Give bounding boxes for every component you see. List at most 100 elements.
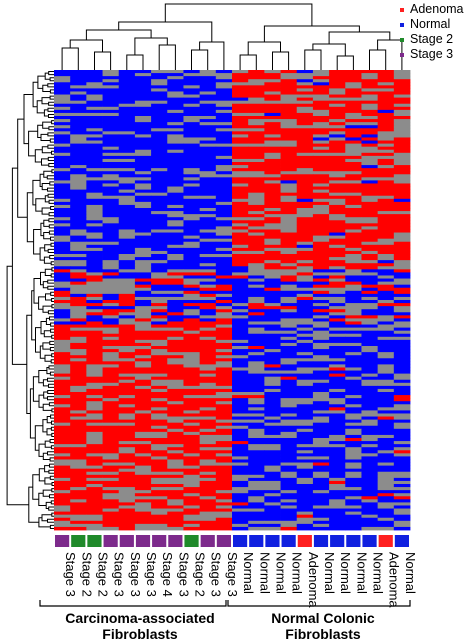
heatmap-cell (264, 382, 281, 387)
heatmap-cell (167, 385, 184, 390)
heatmap-cell (134, 106, 152, 111)
heatmap-cell (102, 223, 120, 227)
heatmap-cell (183, 284, 201, 289)
heatmap-cell (232, 306, 249, 310)
heatmap-cell (361, 352, 379, 356)
dendrogram-branch (48, 126, 54, 131)
heatmap-cell (361, 97, 379, 102)
heatmap-cell (312, 459, 330, 463)
heatmap-cell (54, 367, 71, 371)
heatmap-cell (312, 496, 330, 500)
heatmap-cell (118, 177, 136, 181)
heatmap-cell (345, 260, 362, 264)
heatmap-cell (232, 192, 249, 197)
heatmap-cell (345, 487, 362, 491)
heatmap-cell (393, 508, 411, 512)
heatmap-cell (215, 247, 233, 252)
heatmap-cell (134, 232, 152, 236)
heatmap-cell (86, 137, 103, 141)
heatmap-cell (215, 318, 233, 322)
heatmap-cell (102, 419, 120, 424)
heatmap-cell (70, 376, 87, 381)
heatmap-cell (393, 425, 411, 430)
heatmap-cell (248, 367, 265, 371)
heatmap-cell (345, 106, 362, 111)
heatmap-cell (232, 183, 249, 187)
heatmap-cell (134, 79, 152, 83)
heatmap-cell (232, 422, 249, 427)
heatmap-cell (86, 333, 103, 338)
heatmap-cell (296, 82, 314, 86)
heatmap-cell (70, 398, 87, 402)
heatmap-cell (183, 201, 201, 206)
heatmap-cell (102, 428, 120, 433)
heatmap-cell (118, 382, 136, 387)
heatmap-cell (54, 226, 71, 230)
heatmap-cell (232, 112, 249, 117)
heatmap-cell (70, 275, 87, 279)
heatmap-cell (183, 416, 201, 420)
heatmap-cell (264, 287, 281, 292)
heatmap-cell (377, 223, 395, 227)
heatmap-cell (118, 422, 136, 427)
heatmap-cell (102, 477, 120, 482)
heatmap-cell (215, 168, 233, 172)
heatmap-cell (377, 260, 395, 264)
heatmap-cell (70, 333, 87, 338)
heatmap-cell (312, 211, 330, 215)
heatmap-cell (312, 401, 330, 405)
heatmap-cell (215, 474, 233, 479)
heatmap-cell (296, 523, 314, 528)
heatmap-cell (102, 266, 120, 270)
heatmap-cell (86, 293, 103, 298)
heatmap-cell (393, 198, 411, 203)
heatmap-cell (361, 474, 379, 479)
heatmap-cell (232, 79, 249, 83)
heatmap-cell (280, 88, 298, 92)
heatmap-cell (183, 428, 201, 433)
heatmap-cell (118, 189, 136, 194)
heatmap-cell (199, 73, 217, 77)
heatmap-cell (167, 137, 184, 141)
heatmap-cell (264, 309, 281, 313)
heatmap-cell (215, 425, 233, 430)
heatmap-cell (248, 493, 265, 497)
heatmap-cell (134, 428, 152, 433)
heatmap-cell (167, 272, 184, 276)
heatmap-cell (102, 471, 120, 476)
heatmap-cell (183, 523, 201, 528)
heatmap-cell (151, 201, 168, 206)
heatmap-cell (102, 186, 120, 190)
heatmap-cell (215, 290, 233, 295)
heatmap-cell (248, 171, 265, 175)
heatmap-cell (183, 125, 201, 129)
dendrogram-branch (164, 3, 313, 26)
heatmap-cell (102, 85, 120, 89)
heatmap-cell (151, 367, 168, 371)
heatmap-cell (118, 226, 136, 230)
heatmap-cell (167, 465, 184, 470)
heatmap-cell (393, 229, 411, 233)
heatmap-cell (361, 517, 379, 522)
heatmap-cell (134, 318, 152, 322)
heatmap-cell (54, 388, 71, 393)
heatmap-cell (167, 106, 184, 111)
heatmap-cell (296, 214, 314, 218)
heatmap-cell (54, 122, 71, 126)
heatmap-cell (393, 293, 411, 298)
heatmap-cell (215, 465, 233, 470)
heatmap-cell (393, 502, 411, 506)
heatmap-cell (361, 508, 379, 512)
heatmap-cell (151, 149, 168, 154)
heatmap-cell (377, 496, 395, 500)
heatmap-cell (199, 333, 217, 338)
heatmap-cell (377, 220, 395, 224)
heatmap-cell (345, 474, 362, 479)
heatmap-cell (86, 263, 103, 267)
heatmap-cell (393, 342, 411, 347)
column-label: Stage 2 (79, 552, 94, 597)
heatmap-cell (134, 431, 152, 436)
annotation-cell (200, 535, 215, 547)
heatmap-cell (296, 112, 314, 117)
heatmap-cell (70, 502, 87, 506)
